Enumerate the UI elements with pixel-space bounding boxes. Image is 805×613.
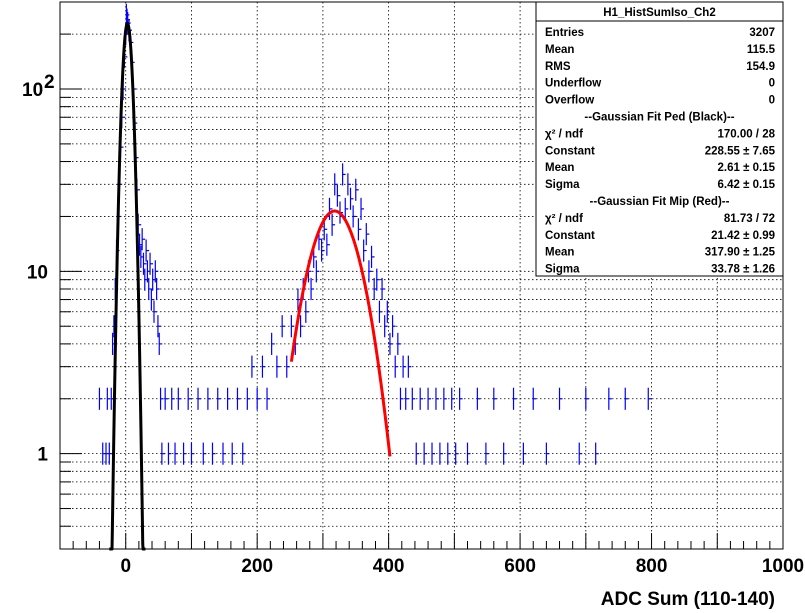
y-tick-label: 1 <box>37 445 48 466</box>
stats-row-value: 154.9 <box>746 61 775 73</box>
x-tick-label: 800 <box>636 556 668 577</box>
stats-row-label: Constant <box>545 230 595 242</box>
stats-row-label: Sigma <box>545 264 580 276</box>
stats-row-label: Mean <box>545 247 574 259</box>
stats-box-frame <box>535 1 784 277</box>
stats-row-label: Underflow <box>545 78 601 90</box>
stats-row-label: Overflow <box>545 95 594 107</box>
fit-curves <box>108 22 392 551</box>
x-tick-label: 600 <box>504 556 536 577</box>
stats-row-label: RMS <box>545 61 571 73</box>
stats-row-value: 228.55 ± 7.65 <box>705 145 776 157</box>
stats-section-header: --Gaussian Fit Mip (Red)-- <box>590 196 730 208</box>
stats-row-label: Constant <box>545 145 595 157</box>
stats-row-value: 170.00 / 28 <box>717 128 775 140</box>
y-tick-label: 10 <box>27 262 48 283</box>
x-tick-label: 200 <box>241 556 273 577</box>
stats-row-value: 0 <box>769 95 775 107</box>
stats-box: H1_HistSumIso_Ch2 Entries 3207 Mean 115.5 RMS… <box>535 1 784 277</box>
x-tick-label: 400 <box>373 556 405 577</box>
stats-row-value: 2.61 ± 0.15 <box>718 162 776 174</box>
mip-fit-curve <box>289 209 392 457</box>
stats-section-header: --Gaussian Fit Ped (Black)-- <box>584 112 734 124</box>
stats-row-label: Mean <box>545 44 574 56</box>
stats-row-label: χ² / ndf <box>545 128 583 140</box>
stats-row-value: 3207 <box>749 27 775 39</box>
x-tick-label: 0 <box>120 556 131 577</box>
stats-row-value: 6.42 ± 0.15 <box>718 179 776 191</box>
x-tick-label: 1000 <box>762 556 804 577</box>
stats-row-label: Sigma <box>545 179 580 191</box>
stats-row-value: 115.5 <box>747 44 776 56</box>
axis-ticks <box>59 1 784 550</box>
stats-row-value: 81.73 / 72 <box>724 213 775 225</box>
stats-row-label: Entries <box>545 27 584 39</box>
stats-row-value: 33.78 ± 1.26 <box>711 264 775 276</box>
stats-row-value: 21.42 ± 0.99 <box>711 230 775 242</box>
x-tick-labels: 0 200 400 600 800 1000 <box>120 556 804 577</box>
stats-row-value: 317.90 ± 1.25 <box>705 247 776 259</box>
pedestal-fit-curve <box>108 22 147 551</box>
stats-row-label: χ² / ndf <box>545 213 583 225</box>
stats-row-label: Mean <box>545 162 574 174</box>
y-tick-label-exponent: 2 <box>44 72 55 93</box>
stats-box-title: H1_HistSumIso_Ch2 <box>603 7 715 19</box>
y-tick-label: 10 <box>22 80 43 101</box>
stats-row-value: 0 <box>769 78 775 90</box>
x-axis-title: ADC Sum (110-140) <box>601 589 775 610</box>
